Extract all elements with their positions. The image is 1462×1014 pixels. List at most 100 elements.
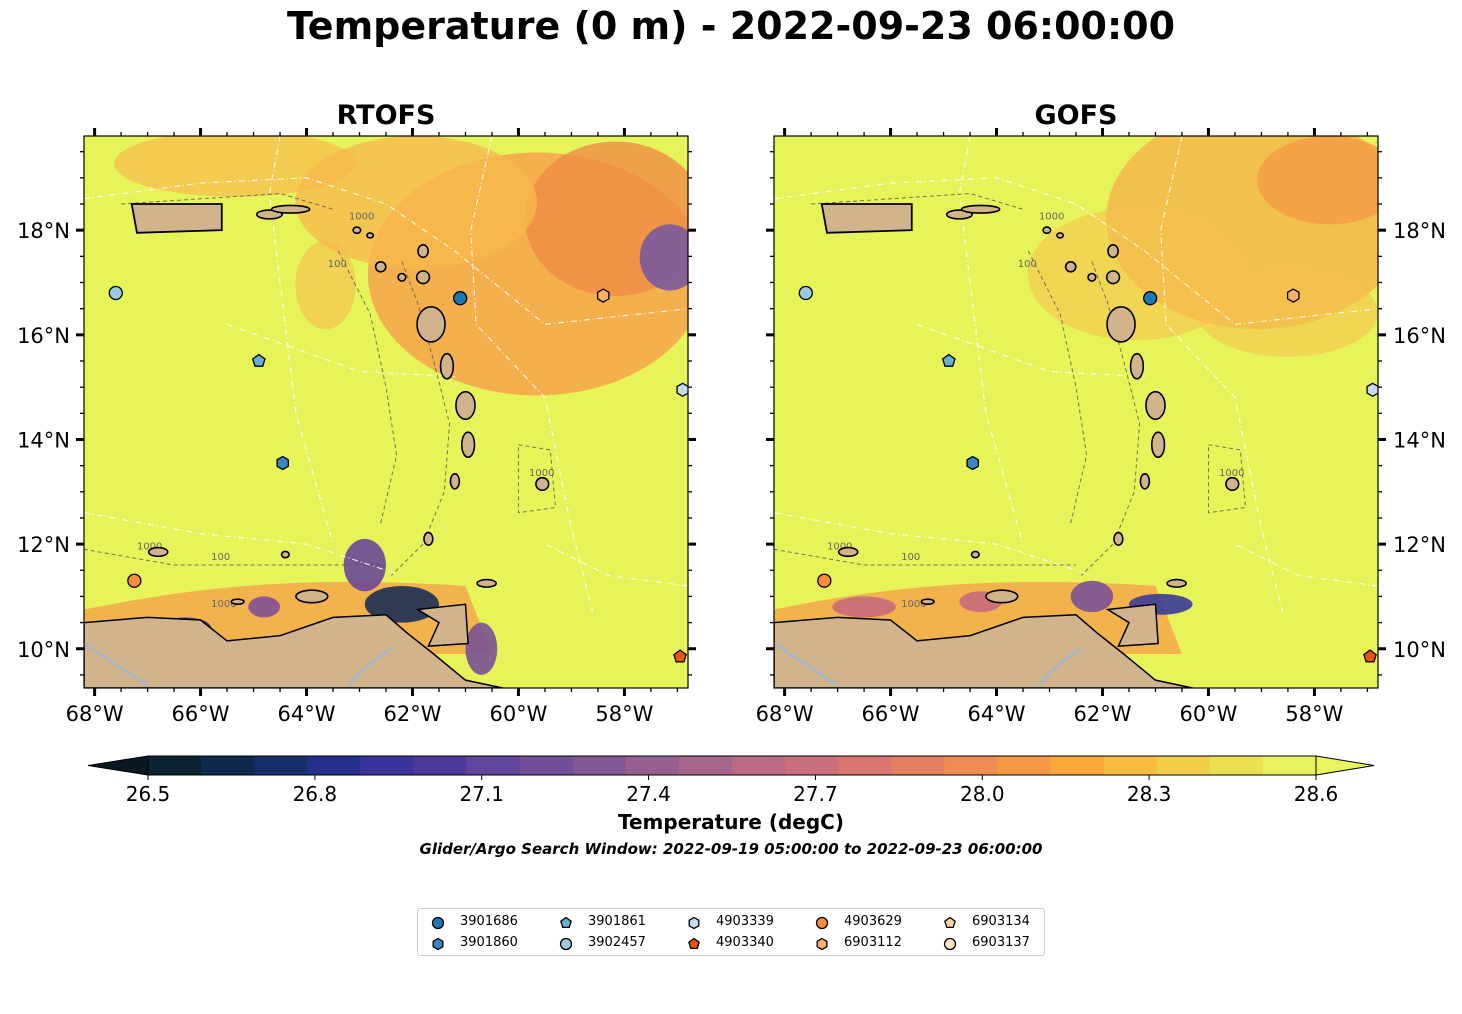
gofs-map: 1000 100 1000 100 1000 1000 68°W 66°W 64°W 62°W 60… (756, 128, 1446, 726)
eez-boundary (84, 512, 403, 577)
panel-title-rtofs: RTOFS (336, 100, 436, 131)
lon-tick-label: 58°W (595, 702, 653, 726)
lat-tick-label: 10°N (17, 638, 70, 662)
warm-anomaly (1257, 136, 1378, 225)
bathymetry-contour (84, 548, 386, 566)
bathymetry-contour (517, 444, 557, 514)
island (1105, 270, 1121, 285)
colorbar-tick-label: 28.3 (1127, 782, 1172, 806)
colorbar-frame (147, 755, 1317, 776)
island (1042, 226, 1052, 235)
island (230, 598, 245, 605)
float-marker-3901861 (941, 353, 956, 367)
colorbar-label: Temperature (degC) (618, 810, 844, 834)
colorbar-segment (307, 756, 361, 775)
island (1150, 431, 1166, 459)
colorbar-tick-label: 26.8 (293, 782, 338, 806)
lon-tick-label: 60°W (489, 702, 547, 726)
lat-tick-label: 14°N (17, 428, 70, 452)
lon-tick-label: 64°W (968, 702, 1026, 726)
island (147, 546, 169, 558)
colorbar-tick-label: 27.4 (626, 782, 671, 806)
contour-label: 1000 (349, 212, 374, 223)
bathymetry-contour (390, 261, 451, 576)
float-marker-3901861 (251, 353, 266, 367)
legend-label: 4903340 (716, 935, 774, 950)
island (295, 589, 329, 604)
colorbar: 26.5 26.8 27.1 27.4 27.7 28.0 28.3 28.6 (87, 755, 1375, 806)
colorbar-segment (1050, 756, 1105, 775)
lon-tick-label: 62°W (383, 702, 441, 726)
cool-anomaly (465, 622, 498, 675)
colorbar-segment (466, 756, 521, 775)
bathymetry-contour (121, 193, 334, 210)
colorbar-segment (360, 756, 414, 775)
colorbar-segment (1103, 756, 1158, 775)
colorbar-segment (944, 756, 998, 775)
legend-label: 6903112 (844, 935, 902, 950)
island (352, 226, 362, 235)
cool-anomaly (364, 585, 439, 623)
float-marker-3901860 (276, 455, 289, 471)
float-marker-4903629 (127, 573, 142, 588)
island (416, 305, 446, 343)
lon-tick-label: 58°W (1285, 702, 1343, 726)
eez-boundary (1160, 136, 1284, 613)
legend-label: 3901860 (460, 935, 518, 950)
island (476, 578, 498, 588)
legend-marker-hexagon-icon (688, 916, 700, 930)
island (423, 531, 434, 546)
colorbar-min-extend (87, 755, 149, 776)
trinidad-land (415, 603, 469, 647)
island (366, 232, 375, 239)
warm-anomaly (1027, 207, 1246, 341)
contour-label: 1000 (529, 468, 554, 479)
float-marker-4903340 (673, 649, 687, 663)
float-marker-4903339 (676, 382, 688, 398)
bathymetry-contour (774, 548, 1076, 566)
float-marker-3901860 (966, 455, 979, 471)
float-marker-3902457 (798, 285, 813, 301)
contour-label: 100 (1018, 259, 1037, 270)
float-marker-3901686 (1143, 291, 1158, 306)
island (960, 204, 1001, 214)
legend-label: 3901861 (588, 914, 646, 929)
eez-boundary (774, 512, 1093, 577)
float-marker-6903112 (596, 288, 610, 303)
colorbar-tick-label: 27.1 (459, 782, 504, 806)
river (1038, 647, 1082, 686)
contour-label: 100 (211, 552, 230, 563)
lat-tick-label: 14°N (1393, 428, 1446, 452)
contour-label: 100 (328, 259, 347, 270)
eez-boundary (226, 323, 455, 378)
island (1139, 472, 1151, 490)
lon-tick-label: 66°W (862, 702, 920, 726)
warm-anomaly (1196, 268, 1378, 357)
colorbar-segment (625, 756, 680, 775)
contour-label: 1000 (211, 599, 236, 610)
contour-label: 1000 (137, 541, 162, 552)
colorbar-segment (413, 756, 468, 775)
island (1107, 244, 1119, 259)
colorbar-segment (1262, 756, 1317, 775)
warm-anomaly (295, 240, 356, 330)
island (1106, 305, 1136, 343)
colorbar-segment (148, 756, 202, 775)
eez-boundary (268, 136, 334, 545)
lat-tick-label: 12°N (17, 533, 70, 557)
river (84, 642, 149, 687)
lon-tick-label: 66°W (172, 702, 230, 726)
island (985, 589, 1019, 604)
legend-label: 4903339 (716, 914, 774, 929)
float-marker-6903112 (1286, 288, 1300, 303)
colorbar-segment (785, 756, 839, 775)
float-marker-3901686 (453, 291, 468, 306)
island (1225, 476, 1240, 492)
colorbar-segment (732, 756, 786, 775)
colorbar-segment (1209, 756, 1264, 775)
legend-marker-pentagon-icon (688, 937, 700, 950)
island (1087, 272, 1097, 282)
lon-tick-label: 68°W (756, 702, 814, 726)
contour-label: 1000 (1039, 212, 1064, 223)
bathymetry-contour (1080, 261, 1141, 576)
